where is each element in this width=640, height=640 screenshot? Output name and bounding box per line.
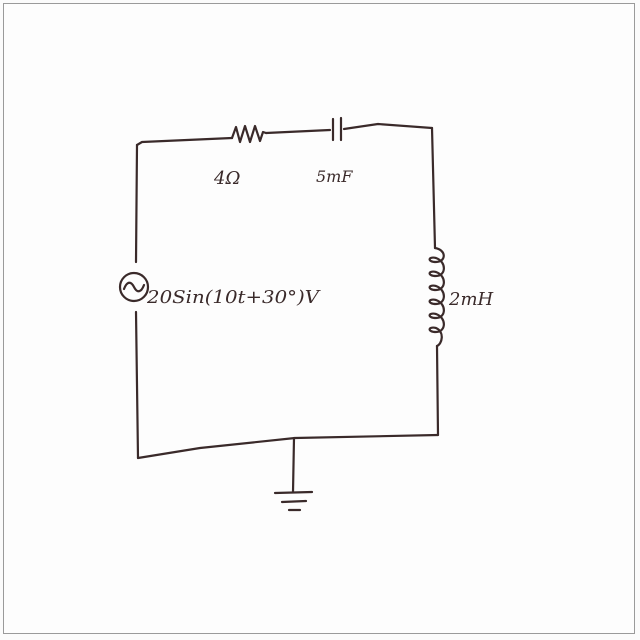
resistor-label: 4Ω: [213, 168, 240, 189]
resistor: [230, 124, 268, 144]
ac-source-circle: [118, 271, 150, 303]
wire-right-bottom: [435, 344, 440, 437]
capacitor-label: 5mF: [316, 167, 353, 186]
wire-top-left: [135, 136, 234, 147]
wire-left-bottom: [134, 310, 140, 460]
wire-top-middle: [264, 128, 332, 135]
ground-line-1: [273, 490, 314, 495]
wire-left-top: [134, 143, 139, 264]
ground-lead: [291, 436, 296, 494]
ac-source-tilde-icon: [122, 281, 146, 293]
diagram-frame: [3, 3, 635, 634]
inductor-label: 2mH: [448, 289, 494, 310]
source-label: 20Sin(10t+30°)V: [146, 287, 321, 308]
wire-right-top: [430, 126, 437, 250]
wire-bottom: [136, 433, 440, 460]
wire-top-right: [342, 122, 434, 131]
ground-line-2: [280, 499, 308, 504]
inductor: [428, 246, 445, 348]
